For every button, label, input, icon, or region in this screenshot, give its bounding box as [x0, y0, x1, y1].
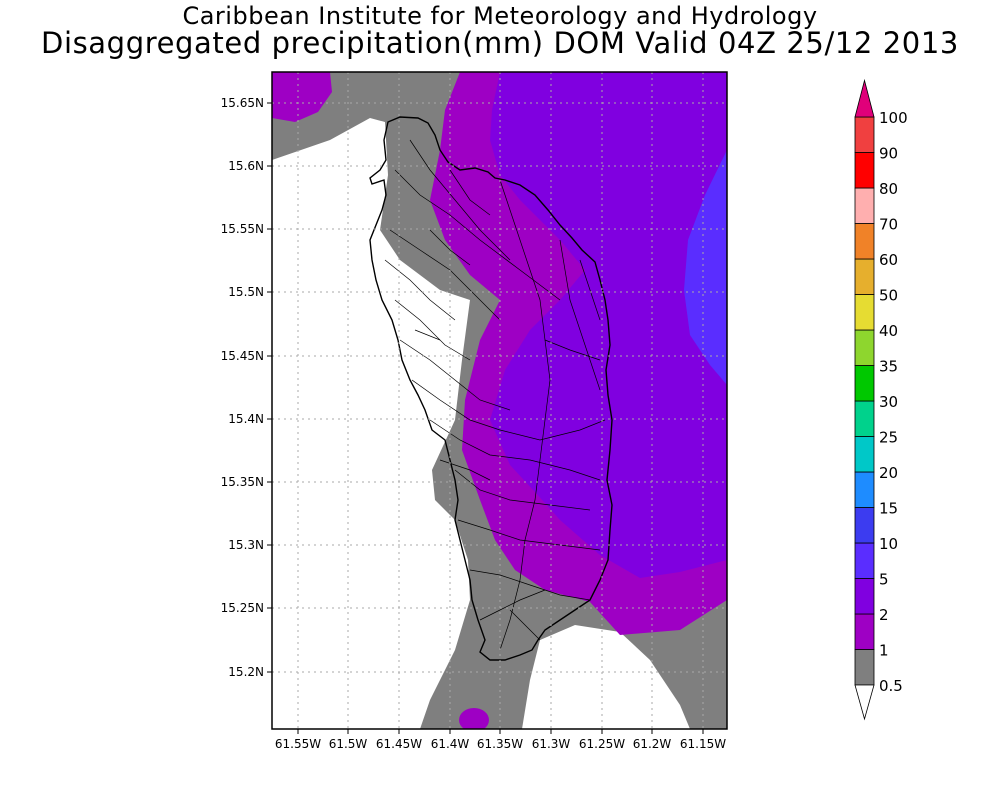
- colorbar-swatch: [854, 223, 875, 260]
- colorbar-label: 60: [879, 251, 898, 269]
- colorbar-swatch: [854, 649, 875, 686]
- colorbar-label: 100: [879, 109, 908, 127]
- colorbar-label: 5: [879, 571, 889, 589]
- title-line-2: Disaggregated precipitation(mm) DOM Vali…: [41, 26, 959, 60]
- colorbar-top-arrow: [854, 78, 875, 118]
- lon-tick-label: 61.5W: [329, 737, 368, 751]
- colorbar-swatch: [854, 258, 875, 295]
- tick-marks: [267, 102, 704, 734]
- colorbar-label: 30: [879, 393, 898, 411]
- colorbar-swatch: [854, 436, 875, 473]
- field-5-10: [684, 150, 727, 385]
- colorbar-swatch: [854, 471, 875, 508]
- colorbar-label: 50: [879, 287, 898, 305]
- lat-tick-label: 15.65N: [221, 96, 264, 110]
- colorbar-label: 1: [879, 642, 889, 660]
- colorbar-swatch: [854, 116, 875, 153]
- colorbar-swatch: [854, 294, 875, 331]
- lat-tick-labels: 15.65N 15.6N 15.55N 15.5N 15.45N 15.4N 1…: [221, 96, 264, 679]
- island-coastline: [369, 116, 613, 661]
- colorbar-label: 80: [879, 180, 898, 198]
- colorbar-bottom-arrow: [854, 684, 875, 721]
- lat-tick-label: 15.45N: [221, 349, 264, 363]
- lon-tick-label: 61.2W: [633, 737, 672, 751]
- lon-tick-labels: 61.55W 61.5W 61.45W 61.4W 61.35W 61.3W 6…: [275, 737, 726, 751]
- lat-tick-label: 15.3N: [228, 538, 264, 552]
- lon-tick-label: 61.4W: [431, 737, 470, 751]
- colorbar-swatch: [854, 365, 875, 402]
- lon-tick-label: 61.15W: [680, 737, 726, 751]
- gridlines: [272, 72, 727, 729]
- colorbar-label: 20: [879, 464, 898, 482]
- lat-tick-label: 15.6N: [228, 159, 264, 173]
- colorbar-swatch: [854, 578, 875, 615]
- title-line-1: Caribbean Institute for Meteorology and …: [182, 2, 818, 30]
- colorbar-swatch: [854, 152, 875, 189]
- lon-tick-label: 61.25W: [579, 737, 625, 751]
- colorbar-swatch: [854, 400, 875, 437]
- lat-tick-label: 15.55N: [221, 222, 264, 236]
- colorbar-label: 35: [879, 358, 898, 376]
- lat-tick-label: 15.5N: [228, 285, 264, 299]
- colorbar-swatch: [854, 329, 875, 366]
- lon-tick-label: 61.35W: [477, 737, 523, 751]
- lon-tick-label: 61.45W: [376, 737, 422, 751]
- lat-tick-label: 15.35N: [221, 475, 264, 489]
- lon-tick-label: 61.55W: [275, 737, 321, 751]
- colorbar-label: 0.5: [879, 677, 903, 695]
- colorbar-label: 25: [879, 429, 898, 447]
- colorbar-label: 10: [879, 535, 898, 553]
- colorbar-label: 90: [879, 145, 898, 163]
- lat-tick-label: 15.25N: [221, 601, 264, 615]
- lon-tick-label: 61.3W: [532, 737, 571, 751]
- colorbar-label: 2: [879, 606, 889, 624]
- field-below-0.5-south: [522, 625, 690, 729]
- lat-tick-label: 15.4N: [228, 412, 264, 426]
- field-below-0.5-west: [272, 118, 470, 729]
- lat-tick-label: 15.2N: [228, 665, 264, 679]
- colorbar-swatch: [854, 542, 875, 579]
- colorbar-swatch: [854, 613, 875, 650]
- colorbar-label: 70: [879, 216, 898, 234]
- colorbar-label: 15: [879, 500, 898, 518]
- colorbar-swatch: [854, 187, 875, 224]
- field-1-2-south: [459, 708, 489, 729]
- colorbar-swatch: [854, 507, 875, 544]
- colorbar-label: 40: [879, 322, 898, 340]
- field-1-2-nw: [272, 72, 332, 122]
